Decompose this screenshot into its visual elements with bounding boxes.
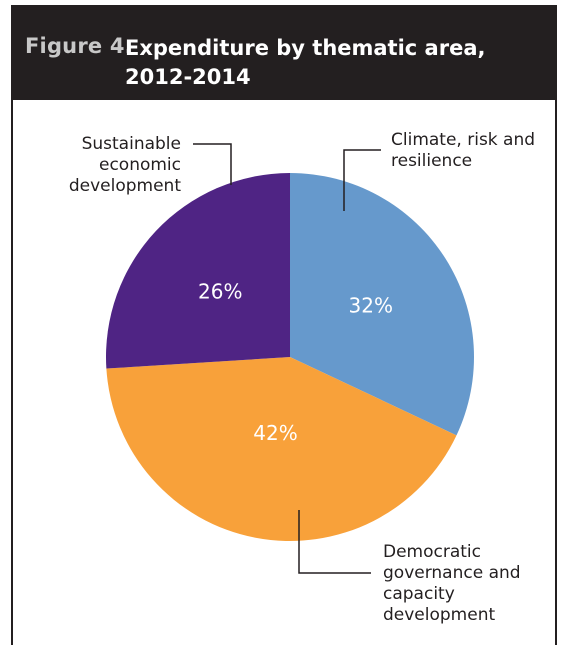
slice-label-democratic: Democratic governance and capacity devel…	[383, 542, 521, 625]
figure-number: Figure 4.	[25, 34, 133, 58]
value-label-sustainable: 26%	[198, 280, 242, 304]
frame-left-border	[11, 100, 13, 645]
frame-right-border	[555, 100, 557, 645]
leader-line-democratic	[298, 510, 371, 574]
figure-title: Expenditure by thematic area, 2012-2014	[125, 36, 486, 89]
leader-line-climate	[343, 149, 381, 211]
leader-line-sustainable	[193, 143, 232, 185]
value-label-democratic: 42%	[253, 421, 297, 445]
value-label-climate: 32%	[349, 294, 393, 318]
slice-climate	[290, 173, 475, 436]
figure-container: Figure 4. Expenditure by thematic area, …	[11, 5, 557, 645]
slice-sustainable	[106, 173, 290, 369]
slice-label-sustainable: Sustainable economic development	[68, 134, 181, 196]
slice-label-climate: Climate, risk and resilience	[391, 130, 536, 171]
slice-democratic	[106, 357, 457, 542]
figure-header: Figure 4. Expenditure by thematic area, …	[11, 5, 557, 100]
pie-chart: 32% 42% 26%	[106, 143, 475, 574]
